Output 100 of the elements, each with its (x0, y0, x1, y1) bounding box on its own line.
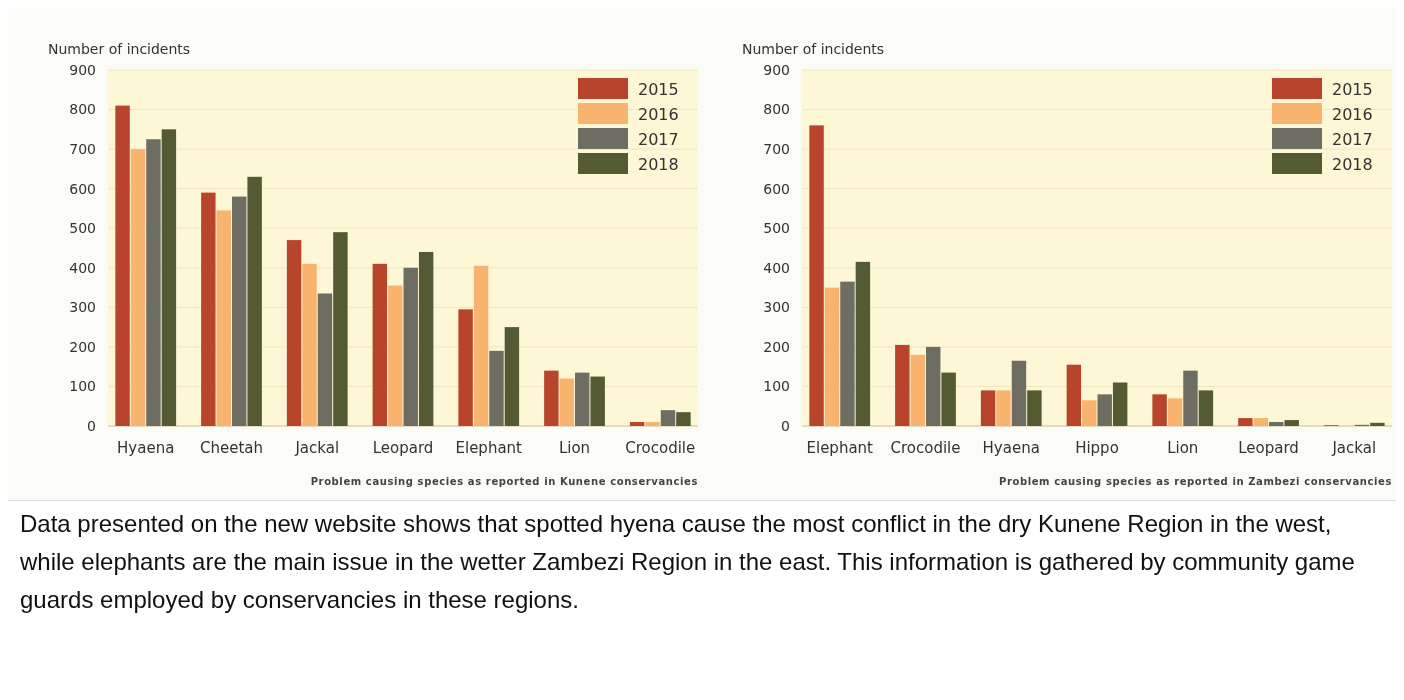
bar (925, 346, 941, 426)
bar (840, 281, 855, 426)
bar (1238, 418, 1253, 426)
bar (996, 390, 1011, 426)
y-tick-label: 900 (763, 61, 790, 78)
y-tick-label: 100 (763, 378, 790, 395)
bar (590, 376, 605, 426)
bar (629, 422, 645, 426)
bar (403, 267, 418, 426)
y-tick-label: 300 (69, 299, 96, 316)
bar (1011, 360, 1027, 426)
bar (1152, 394, 1167, 426)
bar (1269, 422, 1284, 426)
y-tick-label: 400 (69, 259, 96, 276)
legend-label: 2018 (1332, 154, 1373, 174)
x-tick-label: Leopard (372, 439, 434, 457)
y-tick-label: 700 (763, 141, 790, 158)
bar (910, 354, 925, 426)
y-tick-label: 900 (69, 61, 96, 78)
bar (1082, 400, 1097, 426)
bar (941, 372, 956, 426)
y-tick-label: 0 (781, 417, 790, 434)
bar (544, 370, 559, 426)
bar (317, 293, 333, 426)
legend-label: 2015 (638, 79, 679, 99)
bar (559, 378, 575, 426)
bar (1183, 370, 1198, 426)
bar (824, 287, 840, 426)
bar (980, 390, 996, 426)
bar (1253, 418, 1269, 426)
bar (1066, 364, 1082, 426)
x-tick-label: Lion (558, 439, 591, 457)
legend-label: 2018 (638, 154, 679, 174)
bar (1112, 382, 1128, 426)
text: Problem causing species as reported in Zambezi conservancies (998, 476, 1392, 487)
y-tick-label: 0 (87, 417, 96, 434)
x-tick-label: Cheetah (199, 439, 263, 457)
bar (489, 350, 504, 426)
bar (1167, 398, 1183, 426)
bar (1370, 422, 1385, 426)
bar (645, 422, 660, 426)
y-tick-label: 200 (763, 338, 790, 355)
x-tick-label: Leopard (1238, 439, 1299, 457)
x-tick-label: Crocodile (625, 439, 696, 457)
bar (855, 261, 871, 426)
bar (1198, 390, 1214, 426)
y-tick-label: 200 (69, 338, 96, 355)
y-tick-label: 800 (69, 101, 96, 118)
bar (161, 129, 177, 426)
bar (130, 149, 146, 426)
bar (115, 105, 130, 426)
x-tick-label: Lion (1167, 439, 1199, 457)
bar (333, 232, 348, 426)
bar (473, 265, 489, 426)
legend-label: 2017 (638, 129, 679, 149)
text: Problem causing species as reported in Kunene conservancies (310, 476, 698, 487)
bar (372, 263, 388, 426)
x-tick-label: Hippo (1075, 439, 1119, 457)
text: Data presented on the new website shows that spotted hyena cause the most conflict in the dry Kunene Region in the west, while elephants are the main issue in the wetter Zambezi Region in the east. This information is gathered by community game guards employed by conservancies in these regions. (20, 509, 1356, 615)
y-tick-label: 700 (69, 141, 96, 158)
x-tick-label: Elephant (455, 439, 523, 457)
bar (286, 240, 302, 426)
y-tick-label: 400 (763, 259, 790, 276)
x-tick-label: Crocodile (890, 439, 961, 457)
bar (247, 176, 262, 426)
x-tick-label: Elephant (806, 439, 874, 457)
y-tick-label: 100 (69, 378, 96, 395)
y-axis-title: Number of incidents (48, 41, 191, 57)
bar (302, 263, 317, 426)
y-tick-label: 800 (763, 101, 790, 118)
legend-label: 2015 (1332, 79, 1373, 99)
y-tick-label: 600 (763, 180, 790, 197)
bar (575, 372, 590, 426)
bar (504, 327, 520, 426)
bar (388, 285, 403, 426)
legend-label: 2016 (1332, 104, 1373, 124)
bar (676, 412, 691, 426)
bar (458, 309, 473, 426)
y-tick-label: 500 (763, 220, 790, 237)
y-tick-label: 500 (69, 220, 96, 237)
bar (660, 410, 676, 426)
y-axis-title: Number of incidents (742, 41, 885, 57)
bar (231, 196, 247, 426)
bar (201, 192, 216, 426)
bar (809, 125, 824, 426)
x-tick-label: Hyaena (117, 439, 175, 457)
bar (216, 210, 231, 426)
bar (1027, 390, 1042, 426)
x-tick-label: Jackal (1331, 439, 1377, 457)
x-tick-label: Jackal (294, 439, 340, 457)
x-tick-label: Hyaena (982, 439, 1040, 457)
bar (1284, 420, 1299, 426)
legend-label: 2016 (638, 104, 679, 124)
bar (1097, 394, 1112, 426)
y-tick-label: 300 (763, 299, 790, 316)
bar (146, 139, 161, 426)
legend-label: 2017 (1332, 129, 1373, 149)
y-tick-label: 600 (69, 180, 96, 197)
bar (418, 251, 434, 426)
bar (895, 344, 910, 426)
